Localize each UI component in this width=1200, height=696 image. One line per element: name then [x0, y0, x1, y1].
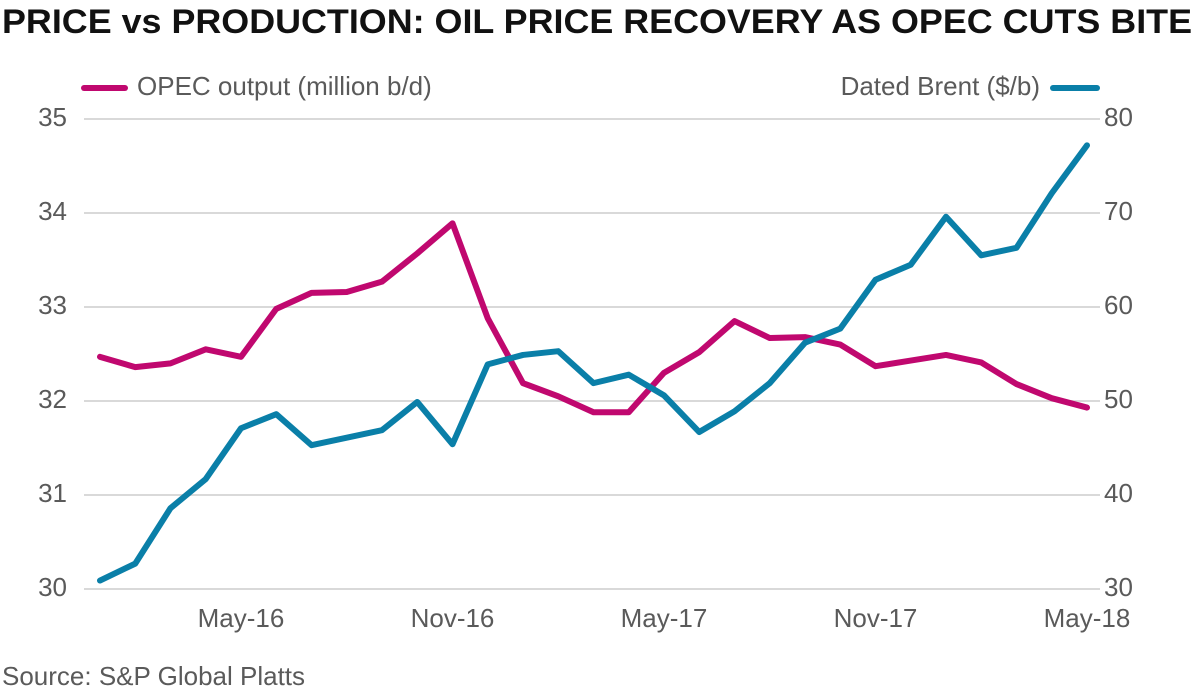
x-tick-label: May-16	[198, 603, 285, 633]
source: Source: S&P Global Platts	[2, 661, 305, 691]
series-line	[97, 220, 1090, 416]
y-tick-label: 31	[38, 478, 67, 508]
chart-title: PRICE vs PRODUCTION: OIL PRICE RECOVERY …	[2, 3, 1192, 41]
x-tick-label: Nov-17	[834, 603, 918, 633]
y-tick-label: 30	[38, 572, 67, 602]
legend-label: Dated Brent ($/b)	[841, 71, 1040, 101]
y-tick-label: 32	[38, 384, 67, 414]
y2-tick-label: 30	[1104, 572, 1133, 602]
x-tick-label: May-17	[621, 603, 708, 633]
x-tick-label: May-18	[1044, 603, 1131, 633]
y2-tick-label: 70	[1104, 196, 1133, 226]
y-tick-label: 33	[38, 290, 67, 320]
y2-tick-label: 60	[1104, 290, 1133, 320]
x-tick-label: Nov-16	[411, 603, 495, 633]
y2-tick-label: 40	[1104, 478, 1133, 508]
y-tick-label: 34	[38, 196, 67, 226]
y-tick-label: 35	[38, 102, 67, 132]
y2-tick-label: 80	[1104, 102, 1133, 132]
series-line	[97, 142, 1090, 584]
legend-label: OPEC output (million b/d)	[137, 71, 432, 101]
y2-tick-label: 50	[1104, 384, 1133, 414]
